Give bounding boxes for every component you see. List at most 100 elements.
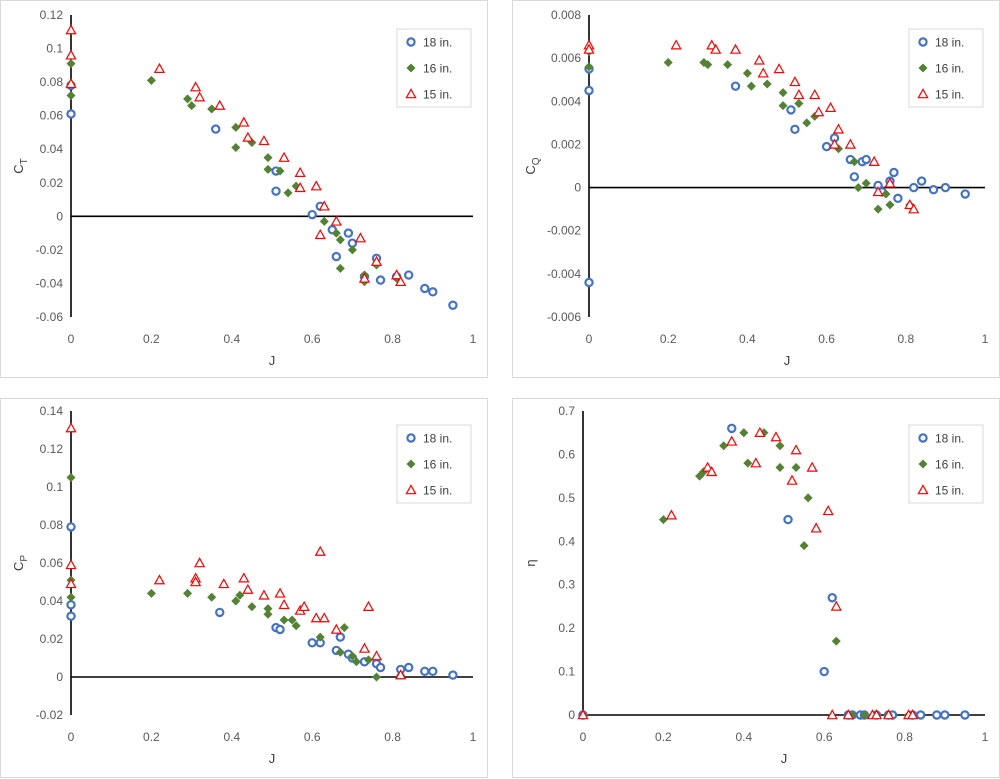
data-point-15in bbox=[907, 709, 919, 720]
legend-marker-18in bbox=[406, 433, 416, 443]
data-point-16in bbox=[235, 590, 245, 600]
series-15in bbox=[583, 39, 920, 214]
data-point-16in bbox=[207, 592, 217, 602]
y-tick-label: 0.04 bbox=[40, 594, 64, 608]
data-point-15in bbox=[214, 99, 226, 110]
y-tick-label: 0.4 bbox=[558, 534, 575, 548]
data-point-16in bbox=[335, 647, 345, 657]
data-point-18in bbox=[307, 209, 317, 220]
data-point-18in bbox=[928, 185, 939, 195]
data-point-15in bbox=[670, 39, 682, 50]
x-tick-label: 0 bbox=[586, 332, 593, 346]
data-point-15in bbox=[194, 91, 206, 102]
y-tick-label: 0.1 bbox=[558, 665, 575, 679]
legend-marker-16in bbox=[918, 459, 928, 469]
data-point-15in bbox=[753, 54, 765, 65]
x-axis-title: J bbox=[269, 353, 276, 368]
data-point-15in bbox=[318, 200, 330, 211]
legend-marker-18in bbox=[918, 433, 928, 443]
legend-label-16in: 16 in. bbox=[423, 62, 452, 76]
data-point-15in bbox=[65, 24, 77, 35]
data-point-18in bbox=[66, 600, 76, 610]
data-point-18in bbox=[960, 710, 970, 720]
data-point-15in bbox=[872, 186, 884, 197]
legend-marker-18in bbox=[918, 37, 928, 47]
data-point-16in bbox=[831, 636, 841, 646]
legend-label-16in: 16 in. bbox=[935, 458, 964, 472]
data-point-15in bbox=[238, 572, 250, 583]
data-point-15in bbox=[370, 255, 383, 266]
data-point-15in bbox=[830, 600, 842, 611]
data-point-16in bbox=[658, 515, 668, 525]
x-tick-label: 0.4 bbox=[223, 332, 240, 346]
data-point-18in bbox=[448, 300, 458, 310]
data-point-18in bbox=[428, 287, 438, 297]
data-point-18in bbox=[420, 666, 430, 676]
legend: 18 in. 16 in. 15 in. bbox=[396, 28, 472, 108]
data-point-18in bbox=[66, 611, 76, 621]
data-point-16in bbox=[881, 189, 891, 199]
data-point-18in bbox=[821, 141, 832, 152]
y-tick-label: 0.2 bbox=[558, 621, 575, 635]
data-point-16in bbox=[723, 60, 733, 70]
y-tick-label: 0.08 bbox=[40, 518, 64, 532]
data-point-15in bbox=[884, 177, 896, 188]
data-point-15in bbox=[274, 587, 286, 598]
data-point-15in bbox=[583, 43, 595, 54]
data-point-16in bbox=[853, 183, 863, 193]
data-point-15in bbox=[665, 509, 678, 520]
data-point-15in bbox=[706, 465, 718, 477]
data-point-16in bbox=[347, 245, 357, 255]
data-point-16in bbox=[873, 204, 883, 214]
y-axis-title: CT bbox=[11, 158, 30, 174]
data-point-16in bbox=[778, 101, 788, 111]
legend-label-15in: 15 in. bbox=[423, 88, 452, 102]
data-point-15in bbox=[789, 76, 801, 87]
data-point-18in bbox=[403, 662, 414, 673]
cp-chart: -0.02 0 0.02 0.04 0.06 0.08 0.1 0.12 0.14 0 0.2 0.4… bbox=[11, 404, 477, 766]
data-point-15in bbox=[868, 155, 880, 166]
data-point-16in bbox=[363, 655, 373, 665]
data-point-16in bbox=[66, 91, 76, 101]
data-point-16in bbox=[859, 710, 869, 720]
data-point-15in bbox=[314, 228, 326, 240]
data-point-15in bbox=[786, 474, 798, 485]
data-point-15in bbox=[358, 272, 371, 283]
data-point-18in bbox=[375, 275, 386, 285]
data-point-15in bbox=[908, 203, 920, 214]
data-point-16in bbox=[746, 81, 756, 91]
data-point-15in bbox=[710, 43, 722, 54]
data-point-18in bbox=[849, 172, 860, 182]
data-point-18in bbox=[940, 182, 951, 193]
legend-marker-18in bbox=[406, 37, 416, 47]
data-point-18in bbox=[730, 81, 741, 91]
data-point-15in bbox=[362, 600, 375, 611]
y-tick-label: 0.004 bbox=[551, 94, 581, 108]
data-point-15in bbox=[750, 457, 762, 468]
data-point-16in bbox=[66, 472, 76, 483]
data-point-16in bbox=[335, 263, 345, 273]
x-tick-label: 0.4 bbox=[223, 730, 240, 744]
series-18in bbox=[66, 522, 458, 680]
data-point-18in bbox=[940, 710, 950, 720]
y-tick-label: 0.3 bbox=[558, 578, 575, 592]
data-point-15in bbox=[793, 88, 805, 100]
data-point-18in bbox=[211, 124, 221, 134]
data-point-15in bbox=[354, 232, 367, 243]
series-16in bbox=[66, 472, 406, 682]
data-point-16in bbox=[802, 118, 812, 128]
y-tick-label: 0.14 bbox=[40, 404, 64, 418]
data-point-15in bbox=[278, 598, 290, 610]
chart-panel-cq: -0.006 -0.004 -0.002 0 0.002 0.004 0.006 0.008 0… bbox=[512, 0, 1000, 378]
legend: 18 in. 16 in. 15 in. bbox=[908, 28, 984, 108]
y-tick-label: 0.06 bbox=[40, 556, 64, 570]
y-tick-label: -0.06 bbox=[36, 310, 64, 324]
data-point-15in bbox=[842, 709, 854, 720]
chart-panel-ct: -0.06 -0.04 -0.02 0 0.02 0.04 0.06 0.08 0.1 0.12 0… bbox=[0, 0, 488, 378]
data-point-16in bbox=[315, 632, 325, 642]
data-point-16in bbox=[799, 541, 809, 551]
y-tick-label: 0.02 bbox=[40, 176, 64, 190]
y-tick-label: 0.5 bbox=[558, 491, 575, 505]
legend-marker-16in bbox=[918, 63, 928, 73]
